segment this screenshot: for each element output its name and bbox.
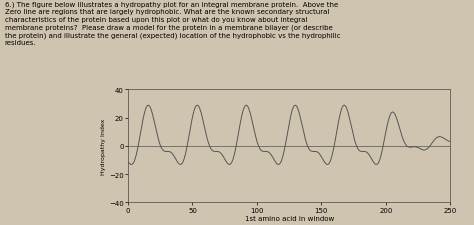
X-axis label: 1st amino acid in window: 1st amino acid in window	[245, 215, 334, 221]
Y-axis label: Hydropathy Index: Hydropathy Index	[101, 118, 106, 174]
Text: 6.) The figure below illustrates a hydropathy plot for an integral membrane prot: 6.) The figure below illustrates a hydro…	[5, 1, 340, 46]
